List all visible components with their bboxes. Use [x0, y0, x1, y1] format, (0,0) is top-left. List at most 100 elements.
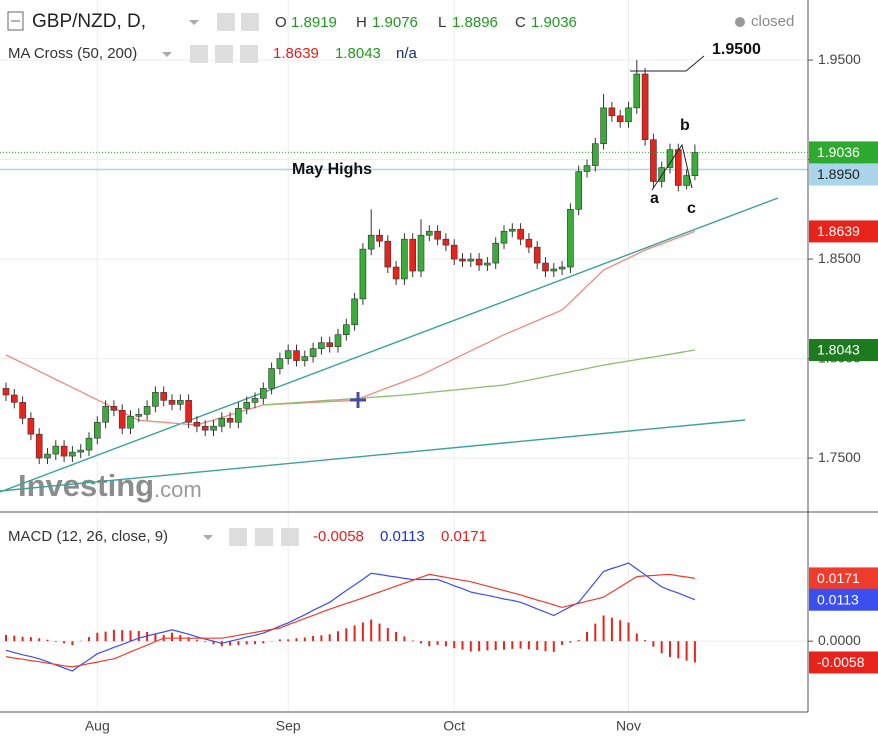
- settings-icon[interactable]: [215, 45, 233, 63]
- x-tick-label: Nov: [616, 718, 641, 734]
- candle-body: [276, 358, 284, 369]
- candle-body: [11, 394, 18, 403]
- y-tick-label: 1.7500: [818, 449, 861, 465]
- candle-body: [359, 248, 367, 300]
- dropdown-caret[interactable]: [189, 20, 199, 25]
- candle-body: [52, 445, 60, 455]
- candle-body: [85, 437, 93, 451]
- trend-line: [0, 419, 746, 492]
- candle-body: [135, 413, 143, 417]
- histogram-bar: [536, 641, 539, 650]
- histogram-bar: [229, 641, 232, 646]
- price-badge: [809, 339, 878, 362]
- histogram-bar: [312, 636, 315, 642]
- price-badge: [809, 163, 878, 186]
- histogram-bar: [436, 641, 439, 645]
- histogram-bar: [29, 637, 32, 642]
- candle-body: [417, 234, 425, 272]
- candle-body: [533, 246, 541, 264]
- candle-body: [683, 175, 690, 186]
- candle-body: [542, 262, 549, 272]
- close-icon[interactable]: [240, 45, 258, 63]
- settings-icon[interactable]: [241, 13, 259, 31]
- symbol: GBP/NZD, D,: [32, 11, 146, 32]
- histogram-bar: [395, 632, 398, 642]
- histogram-bar: [137, 630, 140, 642]
- candle-body: [517, 228, 524, 240]
- market-status: closed: [751, 13, 794, 30]
- histogram-bar: [171, 632, 173, 642]
- histogram-bar: [693, 641, 696, 663]
- eye-icon[interactable]: [217, 13, 235, 31]
- histogram-bar: [303, 637, 306, 642]
- candle-body: [442, 238, 450, 246]
- watermark: Investing .com: [18, 468, 202, 503]
- bracket: [630, 55, 705, 72]
- histogram-bar: [610, 617, 613, 642]
- candle-body: [550, 268, 558, 272]
- candle-body: [326, 342, 334, 347]
- candle-body: [2, 388, 10, 396]
- histogram-bar: [411, 640, 414, 642]
- annotation: b: [680, 117, 690, 134]
- candle-body: [575, 171, 583, 210]
- price-badge-label: 0.0171: [817, 570, 860, 586]
- histogram-bar: [544, 641, 547, 652]
- annotation: 1.9500: [712, 41, 761, 58]
- histogram-bar: [619, 620, 622, 642]
- ohlc-value: 1.8896: [452, 14, 498, 31]
- ma-value: 1.8639: [273, 45, 319, 62]
- candle-body: [44, 453, 51, 459]
- histogram-bar: [63, 641, 66, 644]
- histogram-bar: [96, 632, 99, 642]
- ma-line: [5, 230, 696, 426]
- candle-body: [309, 348, 317, 357]
- candle-body: [69, 451, 76, 457]
- histogram-bar: [154, 633, 157, 642]
- histogram-bar: [635, 633, 638, 642]
- eye-icon[interactable]: [229, 528, 247, 546]
- histogram-bar: [494, 641, 497, 650]
- x-tick-label: Sep: [276, 718, 301, 734]
- eye-icon[interactable]: [190, 45, 208, 63]
- x-tick-label: Oct: [443, 718, 465, 734]
- cross-marker: [350, 392, 366, 408]
- close-icon[interactable]: [281, 528, 299, 546]
- candle-body: [226, 417, 234, 423]
- annotation-lines: [630, 55, 705, 191]
- histogram-bar: [577, 640, 580, 642]
- histogram-bar: [287, 639, 290, 642]
- candle-body: [259, 388, 267, 399]
- histogram-bar: [644, 640, 647, 642]
- overlay: May Highs 1.9500 a b c 1.9036 1.8950 1.8639 1.80…: [292, 41, 878, 674]
- histogram-bar: [527, 641, 530, 650]
- dropdown-caret[interactable]: [203, 535, 213, 540]
- candle-body: [616, 115, 624, 123]
- dropdown-caret[interactable]: [162, 52, 172, 57]
- candle-body: [185, 400, 192, 423]
- annotation: a: [650, 190, 659, 207]
- annotation: c: [687, 200, 696, 217]
- price-badge: [809, 141, 878, 164]
- candle-body: [235, 408, 242, 423]
- histogram-bar: [677, 641, 680, 659]
- histogram-bar: [685, 641, 688, 661]
- histogram-bar: [254, 641, 256, 645]
- candle-body: [251, 398, 259, 403]
- histogram-bar: [46, 639, 49, 642]
- histogram-bar: [552, 641, 555, 652]
- histogram-bar: [469, 641, 472, 652]
- histogram-bar: [370, 619, 373, 642]
- candle-body: [318, 342, 325, 349]
- settings-icon[interactable]: [255, 528, 273, 546]
- candle-body: [567, 209, 574, 268]
- ma-line: [263, 349, 696, 406]
- ma-value: n/a: [396, 45, 418, 62]
- candle-body: [600, 107, 607, 144]
- price-badge-label: 0.0113: [817, 591, 859, 607]
- macd-line: [5, 573, 695, 668]
- collapse-icon[interactable]: [7, 11, 24, 31]
- histogram-bar: [486, 641, 489, 651]
- candle-body: [401, 238, 408, 280]
- candle-body: [293, 350, 300, 361]
